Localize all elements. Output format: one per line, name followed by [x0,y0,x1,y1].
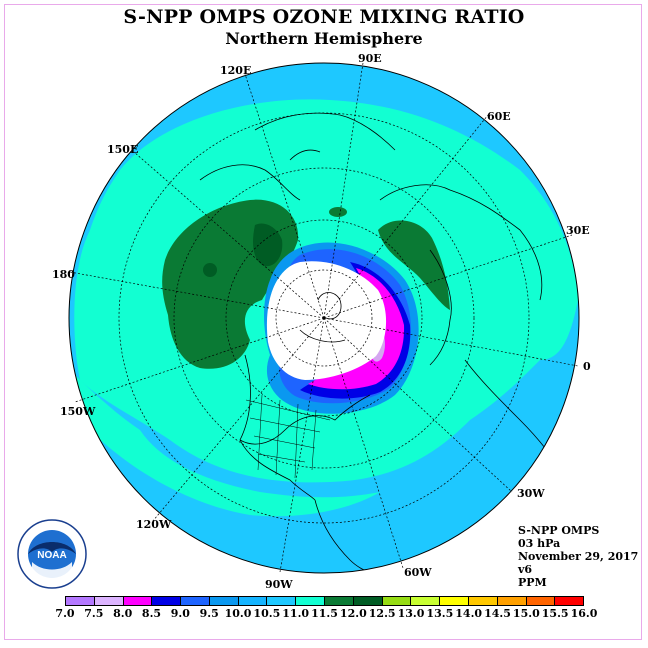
colorbar-label: 8.5 [141,607,162,620]
colorbar-swatch [352,597,382,605]
lon-label-90e: 90E [358,52,382,65]
colorbar-swatch [66,597,94,605]
colorbar-label: 14.5 [484,607,511,620]
ozone-region-darkgreen-west [253,223,283,267]
colorbar-swatch [381,597,411,605]
colorbar-label: 8.0 [113,607,133,620]
colorbar [65,596,584,606]
colorbar-swatch [151,597,181,605]
colorbar-label: 7.5 [84,607,104,620]
lon-label-30w: 30W [517,487,545,500]
ozone-region-teal-west [69,360,380,517]
ozone-region-green-spot [329,207,347,217]
colorbar-label: 12.0 [339,607,367,620]
colorbar-swatch [525,597,555,605]
colorbar-swatch [180,597,209,605]
info-units: PPM [518,576,547,589]
colorbar-swatch [237,597,267,605]
colorbar-label: 12.5 [368,607,396,620]
info-level: 03 hPa [518,537,561,550]
colorbar-label: 10.0 [224,607,252,620]
us-states [245,394,331,479]
colorbar-swatch [439,597,468,605]
colorbar-label: 11.0 [282,607,310,620]
colorbar-label: 13.5 [426,607,454,620]
colorbar-swatch [554,597,584,605]
colorbar-label: 15.5 [541,607,569,620]
colorbar-label: 14.0 [455,607,483,620]
colorbar-swatch [122,597,152,605]
noaa-logo: NOAA [17,519,87,589]
pole-no-data [266,261,387,380]
info-version: v6 [518,563,533,576]
map-border [68,62,580,574]
chart-title: S-NPP OMPS OZONE MIXING RATIO [123,6,525,28]
colorbar-label: 16.0 [570,607,598,620]
ozone-region-darkgreen-spot [203,263,217,277]
lon-label-150e: 150E [107,143,139,156]
colorbar-label: 10.5 [253,607,281,620]
lon-label-60e: 60E [487,110,511,123]
colorbar-label: 9.0 [170,607,190,620]
colorbar-swatch [295,597,325,605]
figure-frame [4,4,642,640]
noaa-logo-text: NOAA [37,550,66,561]
lon-label-120e: 120E [220,64,252,77]
colorbar-label: 13.0 [397,607,425,620]
colorbar-swatch [496,597,526,605]
lon-label-90w: 90W [265,578,293,591]
colorbar-swatch [410,597,440,605]
info-block: S-NPP OMPS 03 hPa November 29, 2017 v6 P… [518,524,638,589]
colorbar-label: 7.0 [55,607,75,620]
colorbar-swatch [208,597,238,605]
colorbar-swatch [467,597,497,605]
colorbar-swatch [324,597,353,605]
colorbar-label: 9.5 [199,607,219,620]
colorbar-swatch [266,597,296,605]
chart-subtitle: Northern Hemisphere [225,29,423,48]
info-instrument: S-NPP OMPS [518,524,600,537]
colorbar-label: 11.5 [311,607,338,620]
colorbar-swatch [93,597,123,605]
lon-label-30e: 30E [566,224,590,237]
lon-label-0: 0 [583,360,591,373]
lon-label-60w: 60W [404,566,432,579]
lon-label-180: 180 [52,268,75,281]
info-date: November 29, 2017 [518,550,639,563]
lon-label-120w: 120W [136,518,172,531]
ozone-region-green-east [378,220,450,310]
graticule [69,62,579,573]
lon-label-150w: 150W [60,405,96,418]
colorbar-label: 15.0 [512,607,540,620]
